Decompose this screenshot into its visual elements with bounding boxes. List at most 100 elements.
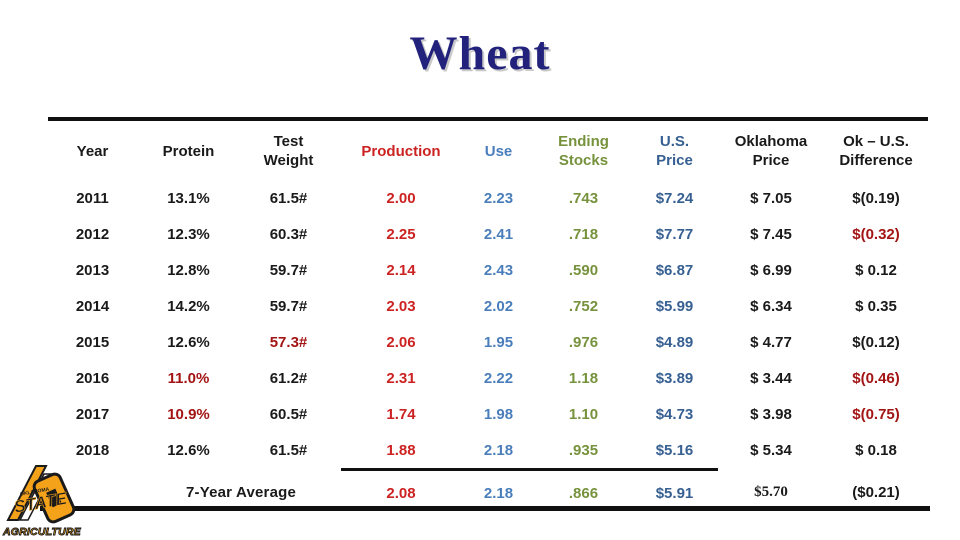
column-header-protein: Protein (162, 142, 215, 160)
column-header-test-weight: Test Weight (263, 133, 314, 169)
cell-ending-stocks: .590 (568, 261, 599, 279)
column-header-difference: Ok – U.S. Difference (839, 133, 913, 169)
cell-oklahoma-price: $ 5.34 (750, 442, 792, 460)
cell-production: 1.74 (386, 405, 416, 423)
table-body: 2011 13.1% 61.5# 2.00 2.23 .743 $7.24 $ 7.05 $(0… (44, 180, 928, 515)
cell-ending-stocks: .743 (568, 189, 599, 207)
cell-oklahoma-price: $ 4.77 (750, 333, 792, 351)
cell-test-weight: 60.5# (269, 405, 308, 423)
table-row-2011: 2011 13.1% 61.5# 2.00 2.23 .743 $7.24 $ 7.05 $(0… (44, 180, 928, 216)
cell-use: 2.22 (483, 369, 514, 387)
cell-year: 2014 (75, 297, 110, 315)
cell-oklahoma-price: $ 7.45 (750, 225, 792, 243)
cell-difference: $ 0.18 (855, 442, 897, 460)
cell-us-price: $7.77 (655, 225, 694, 243)
cell-year: 2016 (75, 369, 110, 387)
cell-ending-stocks: .752 (568, 297, 599, 315)
cell-test-weight: 59.7# (269, 297, 308, 315)
table-row-2018: 2018 12.6% 61.5# 1.88 2.18 .935 $5.16 $ 5.34 $ 0… (44, 432, 928, 470)
cell-protein: 12.6% (167, 333, 210, 351)
cell-production: 2.31 (386, 369, 416, 387)
cell-production: 2.00 (386, 189, 416, 207)
wheat-data-table: Year Protein Test Weight Production Use Endin… (44, 124, 928, 515)
cell-us-price: $4.89 (655, 333, 694, 351)
cell-use: 2.43 (483, 261, 514, 279)
column-header-ending-stocks: Ending Stocks (558, 133, 609, 169)
table-row-2017: 2017 10.9% 60.5# 1.74 1.98 1.10 $4.73 $ 3.98 $(0… (44, 396, 928, 432)
cell-ending-stocks: 1.18 (568, 369, 599, 387)
cell-production: 2.14 (386, 261, 416, 279)
cell-use: 2.23 (483, 189, 514, 207)
cell-oklahoma-price: $ 3.98 (750, 405, 792, 423)
cell-year: 2012 (75, 225, 110, 243)
cell-us-price: $5.16 (655, 441, 694, 459)
header-row: Year Protein Test Weight Production Use Endin… (44, 124, 928, 180)
cell-ending-stocks: .976 (568, 333, 599, 351)
cell-protein: 12.3% (167, 225, 210, 243)
cell-difference: $ 0.12 (855, 261, 897, 279)
cell-test-weight: 61.5# (269, 442, 308, 460)
cell-oklahoma-price: $ 3.44 (750, 369, 792, 387)
title-divider-rule (48, 117, 928, 121)
cell-difference: $(0.12) (852, 333, 900, 351)
cell-protein: 12.8% (167, 261, 210, 279)
cell-year: 2011 (76, 189, 109, 207)
cell-year: 2017 (75, 405, 110, 423)
cell-oklahoma-price: $ 6.34 (750, 297, 792, 315)
cell-us-price: $7.24 (655, 189, 694, 207)
cell-protein: 10.9% (167, 405, 210, 423)
cell-use: 2.18 (483, 441, 514, 459)
cell-oklahoma-price: $ 6.99 (750, 261, 792, 279)
osu-agriculture-logo: STATE OKLAHOMA AGRICULTURE (2, 465, 82, 538)
table-row-2014: 2014 14.2% 59.7# 2.03 2.02 .752 $5.99 $ 6.34 $ 0… (44, 288, 928, 324)
cell-difference: $ 0.35 (855, 297, 897, 315)
cell-ending-stocks: .935 (568, 441, 599, 459)
cell-production: 2.06 (386, 333, 416, 351)
cell-average-difference: ($0.21) (852, 483, 900, 501)
column-header-us-price: U.S. Price (656, 133, 693, 169)
cell-protein: 11.0% (167, 369, 210, 387)
cell-protein: 13.1% (167, 189, 210, 207)
cell-test-weight: 61.2# (269, 369, 308, 387)
cell-test-weight: 60.3# (269, 225, 308, 243)
column-header-production: Production (361, 142, 441, 160)
cell-us-price: $3.89 (655, 369, 694, 387)
cell-test-weight: 59.7# (269, 261, 308, 279)
table-row-2015: 2015 12.6% 57.3# 2.06 1.95 .976 $4.89 $ 4.77 $(0… (44, 324, 928, 360)
cell-year: 2015 (75, 333, 110, 351)
cell-production: 1.88 (386, 441, 416, 459)
cell-production: 2.25 (386, 225, 416, 243)
logo-agriculture-text: AGRICULTURE (2, 526, 82, 538)
cell-difference: $(0.75) (852, 405, 900, 423)
cell-difference: $(0.19) (852, 189, 900, 207)
cell-us-price: $4.73 (655, 405, 694, 423)
table-row-2013: 2013 12.8% 59.7# 2.14 2.43 .590 $6.87 $ 6.99 $ 0… (44, 252, 928, 288)
cell-use: 2.41 (483, 225, 514, 243)
table-row-2016: 2016 11.0% 61.2# 2.31 2.22 1.18 $3.89 $ 3.44 $(0… (44, 360, 928, 396)
cell-oklahoma-price: $ 7.05 (750, 189, 792, 207)
average-row-label: 7-Year Average (185, 483, 297, 501)
page-title: Wheat (409, 27, 551, 80)
cell-ending-stocks: 1.10 (568, 405, 599, 423)
table-bottom-rule (40, 506, 930, 511)
table-row-2012: 2012 12.3% 60.3# 2.25 2.41 .718 $7.77 $ 7.45 $(0… (44, 216, 928, 252)
cell-year: 2018 (75, 442, 110, 460)
cell-average-oklahoma-price: $5.70 (754, 483, 788, 500)
cell-year: 2013 (75, 261, 110, 279)
cell-protein: 14.2% (167, 297, 210, 315)
cell-test-weight: 61.5# (269, 189, 308, 207)
column-header-use: Use (484, 142, 513, 160)
cell-production: 2.03 (386, 297, 416, 315)
cell-difference: $(0.46) (852, 369, 900, 387)
logo-university-text: OKLAHOMA (20, 487, 50, 498)
cell-use: 2.02 (483, 297, 514, 315)
cell-protein: 12.6% (167, 442, 210, 460)
cell-use: 1.95 (483, 333, 514, 351)
table-header: Year Protein Test Weight Production Use Endin… (44, 124, 928, 180)
column-header-year: Year (76, 142, 109, 160)
cell-us-price: $6.87 (655, 261, 694, 279)
cell-difference: $(0.32) (852, 225, 900, 243)
cell-test-weight: 57.3# (269, 333, 308, 351)
cell-use: 1.98 (483, 405, 514, 423)
